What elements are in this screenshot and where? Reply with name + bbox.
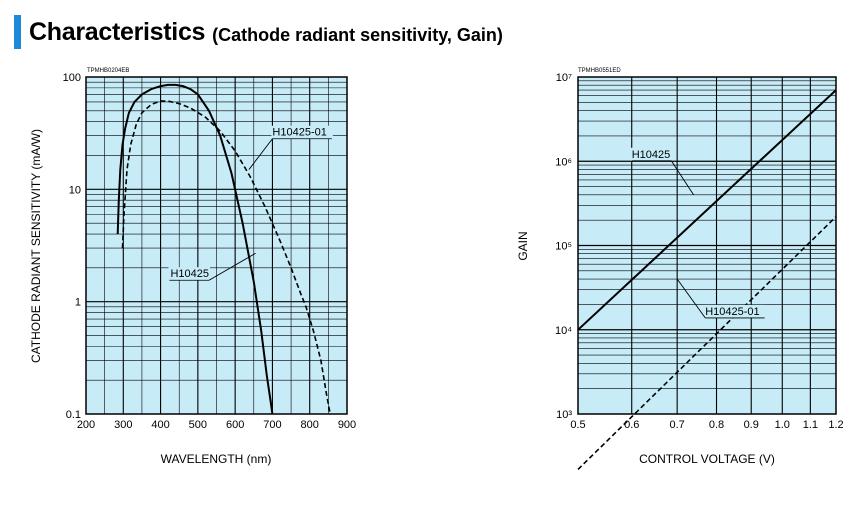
x-tick-label: 200 [77,419,95,431]
series-line-h10425 [116,83,274,415]
series-lines [577,89,837,470]
series-annotation: H10425 [632,149,671,161]
x-tick-label: 1.2 [828,419,843,431]
series-lines [116,83,331,415]
plot-frame [577,76,837,415]
annotation-leader [670,160,694,196]
series-annotation: H10425 [170,268,209,280]
x-axis-label: WAVELENGTH (nm) [161,452,272,466]
annotation-bg [271,125,333,139]
y-tick-label: 100 [63,72,81,84]
x-tick-label: 0.8 [709,419,724,431]
x-tick-label: 700 [263,419,281,431]
y-tick-label: 10³ [556,409,572,421]
annotation-bg [704,304,766,318]
x-tick-label: 300 [114,419,132,431]
x-tick-label: 0.7 [670,419,685,431]
plot-frame [85,76,348,415]
y-tick-labels: 0.1 1 10 100 [63,72,81,421]
y-tick-label: 10⁵ [555,241,572,253]
x-tick-labels: 0.5 0.6 0.7 0.8 0.9 1.0 1.1 1.2 [570,419,843,431]
series-line-h10425-01 [577,216,837,470]
annotations: H10425 H10425-01 [630,147,766,319]
y-tick-label: 10⁶ [555,156,572,168]
x-tick-label: 500 [189,419,207,431]
grid-lines [578,77,836,414]
x-axis-label: CONTROL VOLTAGE (V) [639,452,775,466]
page-title: Characteristics [29,17,206,46]
y-tick-label: 1 [75,297,81,309]
x-tick-label: 400 [151,419,169,431]
x-tick-label: 0.6 [624,419,639,431]
y-tick-label: 10 [69,184,81,196]
annotation-bg [168,267,211,281]
series-line-h10425-01 [121,100,331,415]
annotation-leader [208,252,256,281]
x-tick-label: 900 [338,419,356,431]
x-tick-labels: 200 300 400 500 600 700 800 900 [77,419,356,431]
y-axis-label: GAIN [516,231,530,260]
sensitivity-chart: TPMHB0204EB H10425-01 H10425 200 300 400 500… [29,68,356,466]
annotation-leader [248,138,273,170]
series-annotation: H10425-01 [272,127,326,139]
y-tick-label: 0.1 [66,409,81,421]
accent-bar [14,15,21,49]
chart-code-label: TPMHB0551ED [578,68,621,74]
y-axis-label: CATHODE RADIANT SENSITIVITY (mA/W) [29,129,43,363]
grid-lines [86,77,347,414]
gain-chart: TPMHB0551ED H10425 H10425-01 0.5 0.6 0.7 0.8… [516,68,844,470]
page-header: Characteristics (Cathode radiant sensiti… [14,14,503,50]
annotation-leader [676,278,706,319]
y-tick-label: 10⁴ [555,325,572,337]
x-tick-label: 600 [226,419,244,431]
x-tick-label: 0.5 [570,419,585,431]
annotations: H10425-01 H10425 [168,125,333,281]
annotation-bg [630,147,673,161]
x-tick-label: 0.9 [744,419,759,431]
y-tick-label: 10⁷ [556,72,572,84]
chart-code-label: TPMHB0204EB [87,68,129,74]
y-tick-labels: 10³ 10⁴ 10⁵ 10⁶ 10⁷ [555,72,572,421]
page-subtitle: (Cathode radiant sensitivity, Gain) [212,24,503,45]
x-tick-label: 1.1 [803,419,818,431]
x-tick-label: 1.0 [775,419,790,431]
series-line-h10425 [577,89,837,331]
series-annotation: H10425-01 [705,306,759,318]
x-tick-label: 800 [301,419,319,431]
